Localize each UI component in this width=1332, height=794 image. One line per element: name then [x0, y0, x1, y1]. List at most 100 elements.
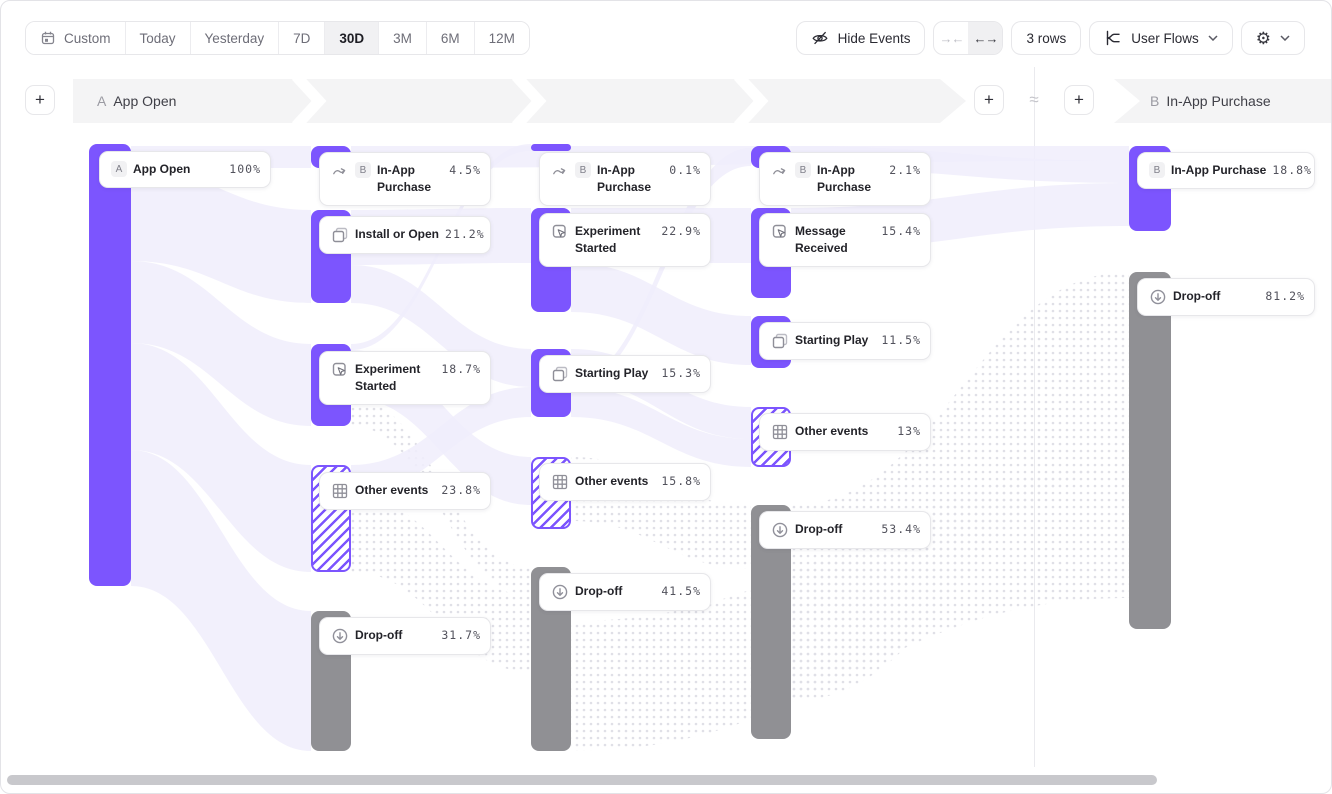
node-percentage: 0.1% [669, 163, 701, 177]
node-percentage: 2.1% [889, 163, 921, 177]
node-card-in-app-purchase[interactable]: B In-App Purchase 18.8% [1137, 152, 1315, 189]
rows-button[interactable]: 3 rows [1011, 21, 1082, 55]
add-step-button-mid-left[interactable]: + [974, 85, 1004, 115]
eye-off-icon [811, 29, 829, 47]
node-card-in-app-purchase[interactable]: B In-App Purchase 0.1% [539, 152, 711, 206]
collapse-columns-button[interactable]: →← [934, 22, 968, 54]
node-percentage: 21.2% [445, 227, 485, 241]
expand-columns-button[interactable]: ←→ [968, 22, 1003, 54]
node-card-experiment-started[interactable]: Experiment Started 18.7% [319, 351, 491, 405]
node-label: Other events [575, 474, 649, 488]
hide-events-button[interactable]: Hide Events [795, 21, 926, 55]
node-card-other-events[interactable]: Other events 15.8% [539, 463, 711, 501]
add-step-button-mid-right[interactable]: + [1064, 85, 1094, 115]
settings-button[interactable]: ⚙ [1240, 21, 1305, 55]
node-label: Drop-off [1173, 289, 1221, 303]
date-range-12m[interactable]: 12M [474, 22, 529, 54]
node-label: Experiment Started [575, 224, 641, 255]
date-range-label: 12M [488, 30, 515, 46]
add-step-button-left[interactable]: + [25, 85, 55, 115]
cursor-square-icon [331, 361, 349, 379]
flow-ribbon [571, 387, 751, 467]
date-range-30d[interactable]: 30D [325, 22, 380, 54]
node-card-experiment-started[interactable]: Experiment Started 22.9% [539, 213, 711, 267]
arrows-inward-icon: →← [939, 30, 964, 46]
event-badge-a: A [97, 93, 107, 109]
node-card-drop-off[interactable]: Drop-off 53.4% [759, 511, 931, 549]
node-label: In-App Purchase [1171, 163, 1267, 177]
arrow-down-circle-icon [331, 627, 349, 645]
node-label: Drop-off [575, 584, 623, 598]
end-event-label: B In-App Purchase [1150, 93, 1271, 109]
node-label: Starting Play [795, 333, 869, 347]
node-card-message-received[interactable]: Message Received 15.4% [759, 213, 931, 267]
date-range-3m[interactable]: 3M [379, 22, 427, 54]
arrow-down-circle-icon [1149, 288, 1167, 306]
flow-ribbon [571, 263, 751, 365]
horizontal-scrollbar-track[interactable] [3, 774, 1329, 786]
hide-events-label: Hide Events [837, 30, 911, 46]
flow-ribbon [131, 450, 311, 751]
node-label: In-App Purchase [377, 163, 432, 194]
node-card-install-or-open[interactable]: Install or Open 21.2% [319, 216, 491, 254]
spacing-segmented-control: →← ←→ [933, 21, 1004, 55]
cursor-square-icon [771, 223, 789, 241]
node-label: Drop-off [795, 522, 843, 536]
node-percentage: 15.3% [661, 366, 701, 380]
node-bar-app-open[interactable] [89, 144, 131, 586]
horizontal-scrollbar-thumb[interactable] [7, 775, 1157, 785]
flow-chart-icon [1104, 29, 1122, 47]
node-percentage: 15.8% [661, 474, 701, 488]
start-event-band[interactable]: A App Open [73, 79, 966, 123]
node-percentage: 23.8% [441, 483, 481, 497]
node-percentage: 31.7% [441, 628, 481, 642]
node-card-in-app-purchase[interactable]: B In-App Purchase 4.5% [319, 152, 491, 206]
node-percentage: 41.5% [661, 584, 701, 598]
date-range-7d[interactable]: 7D [279, 22, 326, 54]
node-card-other-events[interactable]: Other events 23.8% [319, 472, 491, 510]
event-badge-b: B [1150, 93, 1160, 109]
node-card-drop-off[interactable]: Drop-off 41.5% [539, 573, 711, 611]
end-event-band[interactable]: B In-App Purchase [1114, 79, 1331, 123]
node-label: Experiment Started [355, 362, 421, 393]
node-percentage: 18.7% [441, 362, 481, 376]
view-selector-button[interactable]: User Flows [1089, 21, 1233, 55]
node-label: Install or Open [355, 227, 440, 241]
node-bar-drop-off[interactable] [1129, 272, 1171, 629]
node-bar-in-app-purchase[interactable] [531, 144, 571, 151]
node-card-app-open[interactable]: A App Open 100% [99, 151, 271, 188]
flow-ribbon [131, 168, 311, 303]
arrow-down-circle-icon [771, 521, 789, 539]
grid-icon [331, 482, 349, 500]
node-percentage: 4.5% [449, 163, 481, 177]
date-range-yesterday[interactable]: Yesterday [190, 22, 280, 54]
date-range-today[interactable]: Today [125, 22, 191, 54]
node-percentage: 22.9% [661, 224, 701, 238]
date-range-label: Custom [64, 30, 111, 46]
grid-icon [771, 423, 789, 441]
chevron-down-icon [1280, 35, 1290, 41]
approx-separator: ≈ [1029, 90, 1039, 109]
event-badge-b: B [355, 162, 371, 178]
node-percentage: 11.5% [881, 333, 921, 347]
squiggle-arrow-icon [331, 162, 349, 180]
node-card-other-events[interactable]: Other events 13% [759, 413, 931, 451]
node-card-drop-off[interactable]: Drop-off 81.2% [1137, 278, 1315, 316]
node-percentage: 81.2% [1265, 289, 1305, 303]
node-label: Other events [795, 424, 869, 438]
node-card-starting-play[interactable]: Starting Play 11.5% [759, 322, 931, 360]
node-card-starting-play[interactable]: Starting Play 15.3% [539, 355, 711, 393]
node-card-in-app-purchase[interactable]: B In-App Purchase 2.1% [759, 152, 931, 206]
date-range-custom[interactable]: Custom [26, 22, 126, 54]
node-card-drop-off[interactable]: Drop-off 31.7% [319, 617, 491, 655]
gear-icon: ⚙ [1255, 28, 1271, 48]
date-range-6m[interactable]: 6M [426, 22, 475, 54]
panel-divider [1034, 67, 1035, 767]
node-label: In-App Purchase [817, 163, 872, 194]
date-range-label: Yesterday [204, 30, 265, 46]
node-label: Message Received [795, 224, 848, 255]
toolbar-right-group: Hide Events →← ←→ 3 rows [795, 21, 1305, 55]
node-label: Other events [355, 483, 429, 497]
arrow-down-circle-icon [551, 583, 569, 601]
node-label: In-App Purchase [597, 163, 652, 194]
